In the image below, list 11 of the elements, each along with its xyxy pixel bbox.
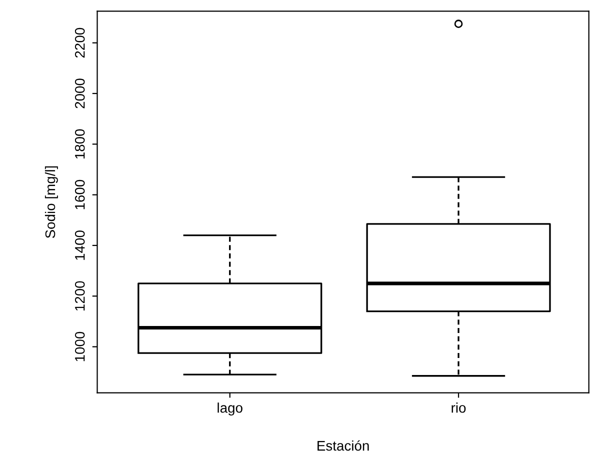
x-axis-title: Estación bbox=[318, 440, 369, 451]
y-tick-label: 2000 bbox=[74, 78, 85, 108]
y-tick-label: 1800 bbox=[74, 129, 85, 159]
y-axis-title: Sodio [mg/l] bbox=[44, 166, 58, 238]
y-tick-label: 2200 bbox=[74, 28, 85, 58]
y-tick-label: 1000 bbox=[74, 332, 85, 362]
x-tick-label: rio bbox=[452, 402, 466, 413]
y-tick-label: 1400 bbox=[74, 230, 85, 260]
x-tick-label: lago bbox=[218, 402, 242, 416]
y-tick-label: 1200 bbox=[74, 281, 85, 310]
y-tick-label: 1600 bbox=[74, 180, 85, 210]
